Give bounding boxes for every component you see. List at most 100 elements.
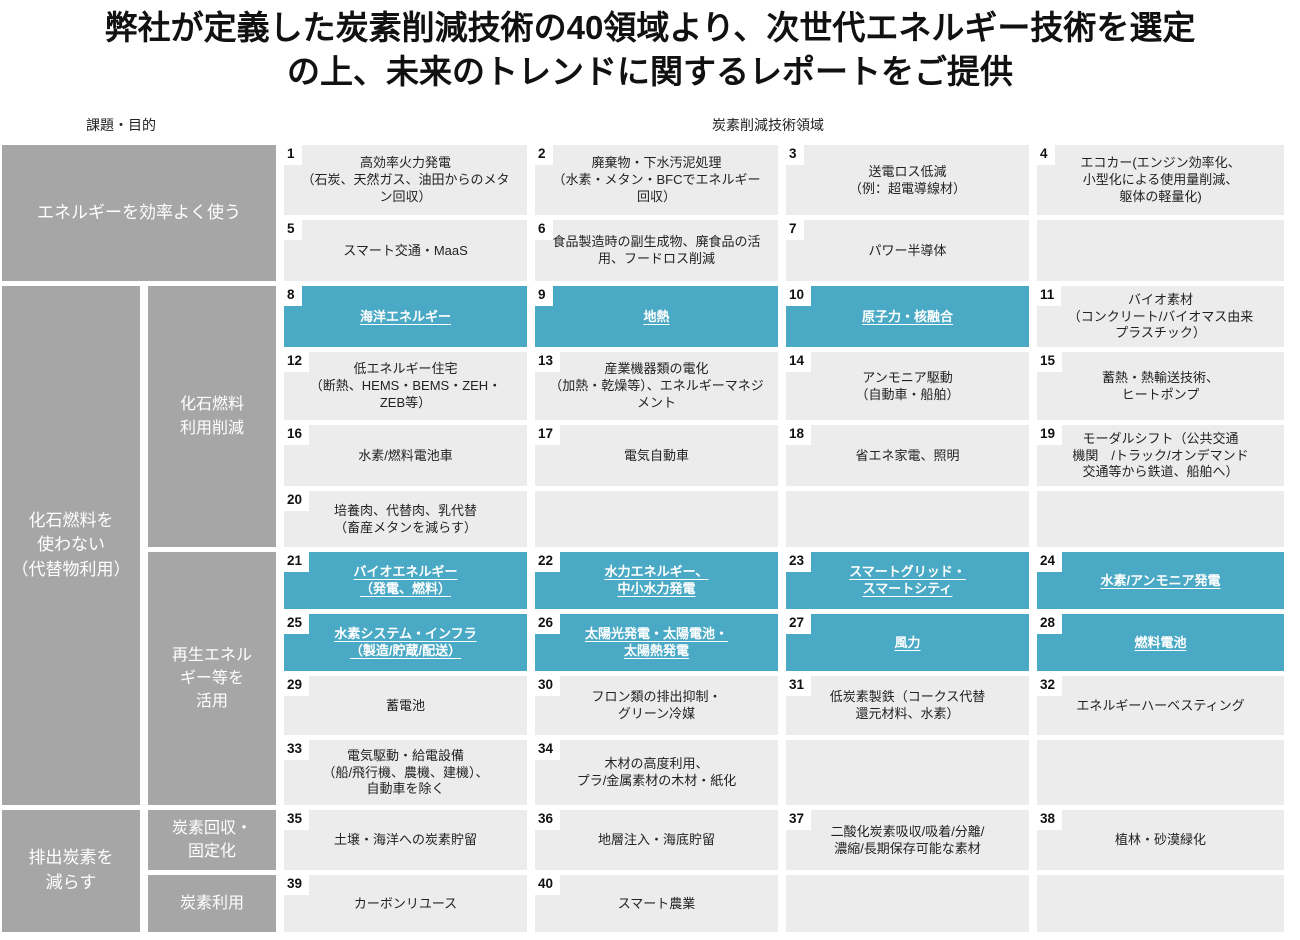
cell-number: 15 bbox=[1037, 352, 1063, 373]
cell-label: 水素/アンモニア発電 bbox=[1100, 572, 1221, 588]
cell-label: 水素/燃料電池車 bbox=[358, 447, 453, 463]
tech-cell-7: 7 パワー半導体 bbox=[786, 220, 1029, 281]
tech-cell-22: 22 水力エネルギー、 中小水力発電 bbox=[535, 552, 778, 609]
cell-label: バイオエネルギー （発電、燃料） bbox=[353, 564, 458, 596]
cell-label: 高効率火力発電 （石炭、天然ガス、油田からのメタン回収） bbox=[301, 155, 510, 204]
cell-label: 植林・砂漠緑化 bbox=[1114, 832, 1206, 848]
cell-number: 39 bbox=[284, 875, 310, 896]
cell-number: 35 bbox=[284, 810, 310, 831]
tech-cell-16: 16 水素/燃料電池車 bbox=[284, 425, 527, 486]
technology-matrix: エネルギーを効率よく使う 化石燃料を 使わない （代替物利用） 化石燃料 利用削… bbox=[2, 145, 1284, 932]
cell-label: 水素システム・インフラ （製造/貯蔵/配送） bbox=[334, 626, 477, 658]
cell-label: 電気駆動・給電設備 （船/飛行機、農機、建機）、 自動車を除く bbox=[322, 747, 489, 797]
cell-number: 16 bbox=[284, 425, 310, 446]
cell-number: 18 bbox=[786, 425, 812, 446]
cell-number: 24 bbox=[1037, 552, 1063, 573]
cell-number: 17 bbox=[535, 425, 561, 446]
cell-number: 5 bbox=[284, 220, 302, 241]
cell-number: 20 bbox=[284, 491, 310, 512]
cell-label: 風力 bbox=[894, 634, 921, 650]
tech-cell-38: 38 植林・砂漠緑化 bbox=[1037, 810, 1284, 870]
tech-cell-24: 24 水素/アンモニア発電 bbox=[1037, 552, 1284, 609]
tech-cell-10: 10 原子力・核融合 bbox=[786, 286, 1029, 347]
cell-label: 低炭素製鉄（コークス代替 還元材料、水素） bbox=[829, 689, 986, 721]
cell-label: 培養肉、代替肉、乳代替 （畜産メタンを減らす） bbox=[333, 502, 477, 535]
tech-cell-4: 4 エコカー(エンジン効率化、 小型化による使用量削減、 躯体の軽量化) bbox=[1037, 145, 1284, 215]
tech-cell-21: 21 バイオエネルギー （発電、燃料） bbox=[284, 552, 527, 609]
cell-number: 19 bbox=[1037, 425, 1063, 446]
cell-label: 電気自動車 bbox=[623, 447, 689, 463]
tech-cell-15: 15 蓄熱・熱輸送技術、 ヒートポンプ bbox=[1037, 352, 1284, 420]
cell-label: バイオ素材 （コンクリート/バイオマス由来 プラスチック） bbox=[1067, 291, 1254, 341]
cell-label: エコカー(エンジン効率化、 小型化による使用量削減、 躯体の軽量化) bbox=[1080, 155, 1241, 204]
column-header-tech-domains: 炭素削減技術領域 bbox=[712, 117, 824, 133]
tech-cell-20: 20 培養肉、代替肉、乳代替 （畜産メタンを減らす） bbox=[284, 491, 527, 547]
empty-cell bbox=[786, 875, 1029, 932]
cell-label: スマート農業 bbox=[617, 895, 696, 911]
tech-cell-37: 37 二酸化炭素吸収/吸着/分離/ 濃縮/長期保存可能な素材 bbox=[786, 810, 1029, 870]
cell-label: 木材の高度利用、 プラ/金属素材の木材・紙化 bbox=[576, 756, 737, 788]
tech-cell-36: 36 地層注入・海底貯留 bbox=[535, 810, 778, 870]
tech-cell-23: 23 スマートグリッド・ スマートシティ bbox=[786, 552, 1029, 609]
cell-label: 蓄熱・熱輸送技術、 ヒートポンプ bbox=[1101, 369, 1219, 402]
cell-label: 送電ロス低減 （例：超電導線材） bbox=[848, 163, 966, 196]
tech-cell-19: 19 モーダルシフト（公共交通 機関 /トラック/オンデマンド 交通等から鉄道、船… bbox=[1037, 425, 1284, 486]
tech-cell-25: 25 水素システム・インフラ （製造/貯蔵/配送） bbox=[284, 614, 527, 671]
cell-label: 食品製造時の副生成物、廃食品の活用、フードロス削減 bbox=[552, 234, 761, 266]
cell-label: 海洋エネルギー bbox=[359, 308, 451, 324]
tech-cell-33: 33 電気駆動・給電設備 （船/飛行機、農機、建機）、 自動車を除く bbox=[284, 740, 527, 805]
empty-cell bbox=[786, 740, 1029, 805]
subcategory-carbon-capture-fixation: 炭素回収・ 固定化 bbox=[148, 810, 276, 870]
cell-number: 28 bbox=[1037, 614, 1063, 635]
cell-label: カーボンリユース bbox=[353, 895, 458, 911]
cell-number: 36 bbox=[535, 810, 561, 831]
cell-number: 21 bbox=[284, 552, 310, 573]
tech-cell-28: 28 燃料電池 bbox=[1037, 614, 1284, 671]
cell-number: 10 bbox=[786, 286, 812, 307]
cell-label: 地層注入・海底貯留 bbox=[597, 832, 715, 848]
cell-number: 2 bbox=[535, 145, 553, 166]
tech-cell-32: 32 エネルギーハーベスティング bbox=[1037, 676, 1284, 735]
tech-cell-9: 9 地熱 bbox=[535, 286, 778, 347]
cell-number: 34 bbox=[535, 740, 561, 761]
cell-number: 30 bbox=[535, 676, 561, 697]
empty-cell bbox=[1037, 491, 1284, 547]
cell-number: 9 bbox=[535, 286, 553, 307]
cell-label: エネルギーハーベスティング bbox=[1076, 697, 1245, 713]
tech-cell-2: 2 廃棄物・下水汚泥処理 （水素・メタン・BFCでエネルギー回収） bbox=[535, 145, 778, 215]
cell-number: 33 bbox=[284, 740, 310, 761]
cell-label: 省エネ家電、照明 bbox=[855, 447, 960, 463]
cell-label: 燃料電池 bbox=[1134, 634, 1187, 650]
cell-number: 14 bbox=[786, 352, 812, 373]
tech-cell-17: 17 電気自動車 bbox=[535, 425, 778, 486]
subcategory-reduce-fossil-fuel-use: 化石燃料 利用削減 bbox=[148, 286, 276, 547]
category-use-energy-efficiently: エネルギーを効率よく使う bbox=[2, 145, 276, 281]
cell-number: 11 bbox=[1037, 286, 1062, 307]
tech-cell-40: 40 スマート農業 bbox=[535, 875, 778, 932]
tech-cell-5: 5 スマート交通・MaaS bbox=[284, 220, 527, 281]
cell-label: スマート交通・MaaS bbox=[343, 242, 468, 258]
subcategory-carbon-utilization: 炭素利用 bbox=[148, 875, 276, 932]
cell-number: 27 bbox=[786, 614, 812, 635]
tech-cell-12: 12 低エネルギー住宅 （断熱、HEMS・BEMS・ZEH・ ZEB等） bbox=[284, 352, 527, 420]
tech-cell-31: 31 低炭素製鉄（コークス代替 還元材料、水素） bbox=[786, 676, 1029, 735]
cell-label: スマートグリッド・ スマートシティ bbox=[849, 564, 966, 596]
slide-title: 弊社が定義した炭素削減技術の40領域より、次世代エネルギー技術を選定 の上、未来… bbox=[104, 9, 1196, 90]
cell-label: 蓄電池 bbox=[385, 697, 425, 713]
cell-number: 4 bbox=[1037, 145, 1055, 166]
cell-number: 22 bbox=[535, 552, 561, 573]
empty-cell bbox=[1037, 875, 1284, 932]
cell-number: 40 bbox=[535, 875, 561, 896]
tech-cell-3: 3 送電ロス低減 （例：超電導線材） bbox=[786, 145, 1029, 215]
cell-number: 8 bbox=[284, 286, 302, 307]
cell-label: 二酸化炭素吸収/吸着/分離/ 濃縮/長期保存可能な素材 bbox=[830, 823, 985, 856]
tech-cell-39: 39 カーボンリユース bbox=[284, 875, 527, 932]
cell-label: 水力エネルギー、 中小水力発電 bbox=[604, 564, 709, 596]
cell-label: 廃棄物・下水汚泥処理 （水素・メタン・BFCでエネルギー回収） bbox=[552, 155, 761, 204]
empty-cell bbox=[535, 491, 778, 547]
cell-number: 31 bbox=[786, 676, 812, 697]
cell-number: 37 bbox=[786, 810, 812, 831]
tech-cell-6: 6 食品製造時の副生成物、廃食品の活用、フードロス削減 bbox=[535, 220, 778, 281]
tech-cell-18: 18 省エネ家電、照明 bbox=[786, 425, 1029, 486]
